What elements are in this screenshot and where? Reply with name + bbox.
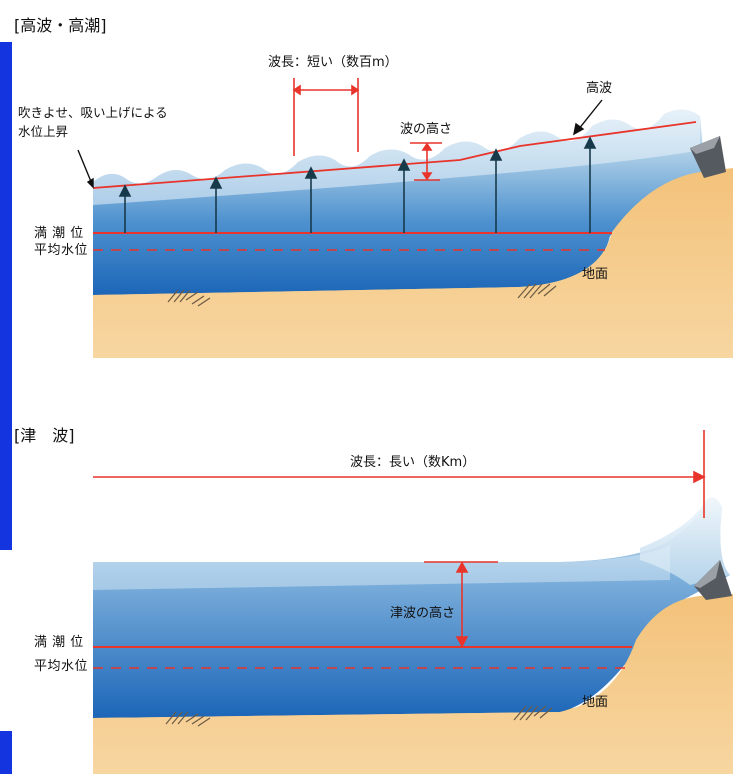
hw-ground-label: 地面	[582, 267, 609, 282]
hw-wavelength-label: 波長：短い（数百m）	[268, 55, 398, 70]
hw-rocks	[167, 283, 557, 307]
hw-waveheight-marker	[410, 142, 442, 181]
ts-hightide-label: 満 潮 位	[34, 635, 84, 650]
ts-wavelength-arrow	[93, 430, 706, 518]
accent-bar-bottom	[0, 731, 12, 774]
ts-height-marker	[424, 561, 498, 648]
hw-surge-label-1: 吹きよせ、吸い上げによる	[18, 105, 168, 120]
hw-mean-label: 平均水位	[34, 243, 89, 258]
ts-mean-label: 平均水位	[34, 659, 89, 674]
ts-water	[93, 497, 730, 718]
hw-highwave-label: 高波	[586, 81, 613, 96]
highwave-title: [高波・高潮]	[14, 16, 107, 35]
ts-rocks	[165, 705, 553, 727]
tsunami-title: [津 波]	[14, 426, 75, 445]
ts-ground-label: 地面	[582, 695, 609, 710]
accent-bar-left	[0, 42, 12, 550]
ts-breakwater	[694, 560, 732, 600]
ts-height-label: 津波の高さ	[390, 606, 456, 621]
hw-waveheight-label: 波の高さ	[400, 122, 453, 137]
hw-surge-label-2: 水位上昇	[18, 124, 69, 139]
tsunami-panel	[93, 430, 733, 774]
hw-up-arrows	[118, 136, 597, 233]
hw-hightide-label: 満 潮 位	[34, 226, 84, 241]
hw-land	[93, 168, 733, 358]
hw-surge-line	[92, 121, 697, 189]
hw-wavelength-bracket	[292, 78, 360, 156]
ts-wavelength-label: 波長：長い（数Km）	[350, 455, 476, 470]
ts-land	[93, 594, 733, 774]
highwave-panel	[77, 78, 733, 358]
